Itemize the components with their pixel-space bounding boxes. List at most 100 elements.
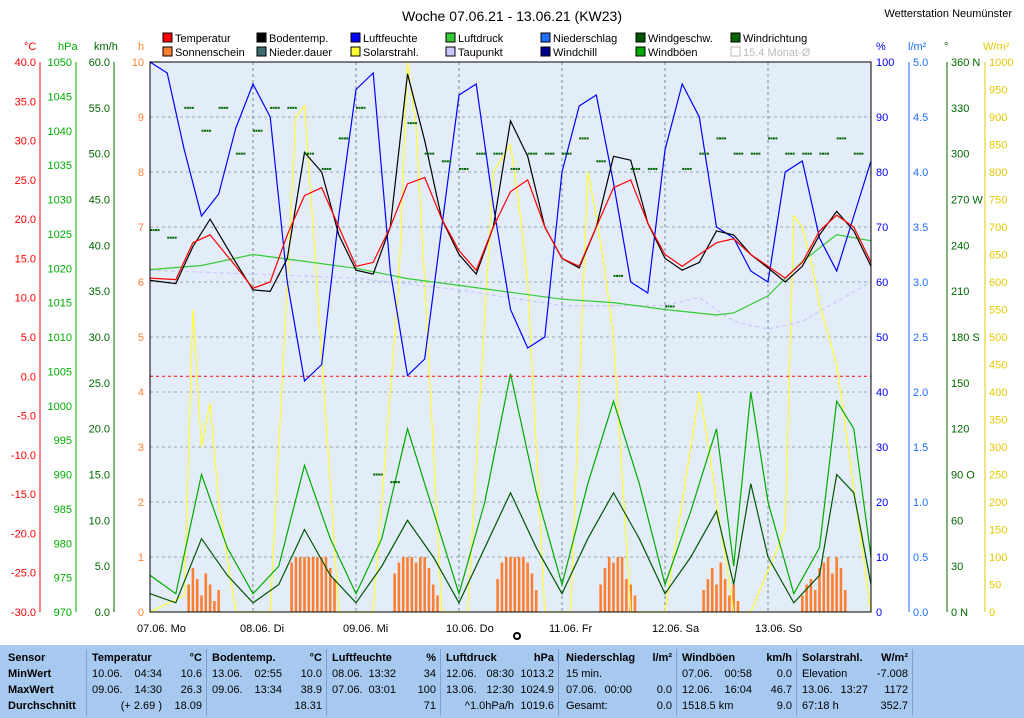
wind-direction-point <box>613 274 616 277</box>
axis-tick-h: 4 <box>138 387 144 399</box>
sunshine-bar <box>801 595 804 612</box>
wind-direction-point <box>223 106 226 109</box>
legend-item: Windgeschw. <box>635 32 713 45</box>
stats-cell-value: 0.0 <box>656 684 672 696</box>
stats-cell-value: 10.6 <box>180 668 202 680</box>
wind-direction-point <box>584 137 587 140</box>
axis-tick-hpa: 1000 <box>48 401 72 413</box>
stats-row: Elevation -7.008 <box>802 667 908 681</box>
wind-direction-point <box>618 274 621 277</box>
stats-column: Niederschlag l/m² 15 min. 07.06. 00:00 0.0 Ges… <box>562 649 677 716</box>
sunshine-bar <box>316 557 319 612</box>
axis-tick-wm2: 700 <box>989 222 1007 234</box>
wind-direction-point <box>277 106 280 109</box>
stats-row: 09.06. 13:34 38.9 <box>212 683 322 697</box>
sunshine-bar <box>534 590 538 612</box>
legend-item: Sonnenschein <box>162 46 245 59</box>
sunshine-bar <box>217 590 220 612</box>
stats-row-label: MinWert <box>8 668 52 680</box>
wind-direction-point <box>530 152 533 155</box>
stats-cell-time: 14:30 <box>134 684 162 696</box>
wind-direction-point <box>287 106 290 109</box>
axis-tick-deg: 240 <box>951 240 969 252</box>
axis-tick-temp: 10.0 <box>15 293 36 305</box>
wind-direction-point <box>415 122 417 125</box>
axis-tick-wm2: 350 <box>989 415 1007 427</box>
wind-direction-point <box>338 137 341 140</box>
stats-cell-date: Gesamt: <box>566 700 608 712</box>
axis-tick-wm2: 50 <box>989 580 1001 592</box>
axis-tick-temp: 20.0 <box>15 214 36 226</box>
stats-cell-value: 100 <box>417 684 436 696</box>
stats-row: 08.06. 13:32 34 <box>332 667 436 681</box>
stats-cell-date: 13.06. <box>212 668 243 680</box>
wind-direction-point <box>289 106 292 109</box>
axis-tick-hpa: 1040 <box>48 126 72 138</box>
stats-cell-value: 38.9 <box>300 684 322 696</box>
stats-cell-time: 13:27 <box>840 684 868 696</box>
stats-row: 13.06. 02:55 10.0 <box>212 667 322 681</box>
wind-direction-point <box>652 167 655 170</box>
stats-header-label: Temperatur <box>92 652 152 664</box>
sunshine-bar <box>496 579 499 612</box>
wind-direction-point <box>630 167 633 170</box>
axis-tick-lm2: 4.0 <box>913 167 928 179</box>
axis-tick-wm2: 850 <box>989 140 1007 152</box>
wind-direction-point <box>240 152 243 155</box>
wind-direction-point <box>378 473 381 476</box>
stats-row: 07.06. 00:58 0.0 <box>682 667 792 681</box>
wind-direction-point <box>792 152 795 155</box>
wind-direction-point <box>498 152 501 155</box>
sunshine-bar <box>208 584 212 612</box>
wind-direction-point <box>672 305 675 308</box>
stats-cell-value: 0.0 <box>776 668 792 680</box>
wind-direction-point <box>189 106 192 109</box>
axis-tick-wm2: 650 <box>989 250 1007 262</box>
wind-direction-point <box>586 137 589 140</box>
wind-direction-point <box>682 167 685 170</box>
legend-swatch <box>730 32 741 43</box>
x-label-day: 09.06. Mi <box>343 623 388 635</box>
wind-direction-point <box>373 473 376 476</box>
axis-tick-deg: 90 O <box>951 470 975 482</box>
wind-direction-point <box>312 152 314 155</box>
axis-tick-lm2: 0.0 <box>913 607 928 619</box>
stats-row: 13.06. 12:30 1024.9 <box>446 683 554 697</box>
axis-tick-h: 3 <box>138 442 144 454</box>
axis-tick-deg: 180 S <box>951 332 980 344</box>
stats-header-unit: l/m² <box>652 652 672 664</box>
stats-header-label: Niederschlag <box>566 652 636 664</box>
sunshine-bar <box>728 595 731 612</box>
axis-tick-hpa: 1050 <box>48 57 72 69</box>
axis-tick-kmh: 55.0 <box>89 103 110 115</box>
axis-tick-kmh: 40.0 <box>89 240 110 252</box>
axis-tick-wm2: 0 <box>989 607 995 619</box>
stats-cell-time: 02:55 <box>254 668 282 680</box>
stats-cell-value: 0.0 <box>656 700 672 712</box>
wind-direction-point <box>309 152 312 155</box>
stats-column: Temperatur °C 10.06. 04:34 10.6 09.06. 14:30 26… <box>88 649 207 716</box>
sunshine-bar <box>436 595 439 612</box>
wind-direction-point <box>738 152 741 155</box>
sunshine-bar <box>839 568 843 612</box>
wind-direction-point <box>853 152 856 155</box>
weather-chart: Woche 07.06.21 - 13.06.21 (KW23) Wetters… <box>11 8 1013 640</box>
wind-direction-point <box>395 481 398 484</box>
axis-tick-temp: -25.0 <box>11 568 36 580</box>
wind-direction-point <box>169 236 172 239</box>
wind-direction-point <box>270 106 273 109</box>
wind-direction-point <box>665 305 667 308</box>
stats-row: 71 <box>332 699 436 713</box>
sunshine-bar <box>530 573 534 612</box>
wind-direction-point <box>493 152 496 155</box>
axis-tick-lm2: 4.5 <box>913 112 928 124</box>
stats-row: 67:18 h 352.7 <box>802 699 908 713</box>
axis-tick-pct: 0 <box>876 607 882 619</box>
axis-tick-hpa: 995 <box>54 435 72 447</box>
wind-direction-point <box>809 152 812 155</box>
stats-cell-value: 18.09 <box>174 700 202 712</box>
sunshine-bar <box>500 562 504 612</box>
stats-cell-time: 13:34 <box>254 684 282 696</box>
axis-tick-wm2: 200 <box>989 497 1007 509</box>
sunshine-bar <box>423 557 426 612</box>
